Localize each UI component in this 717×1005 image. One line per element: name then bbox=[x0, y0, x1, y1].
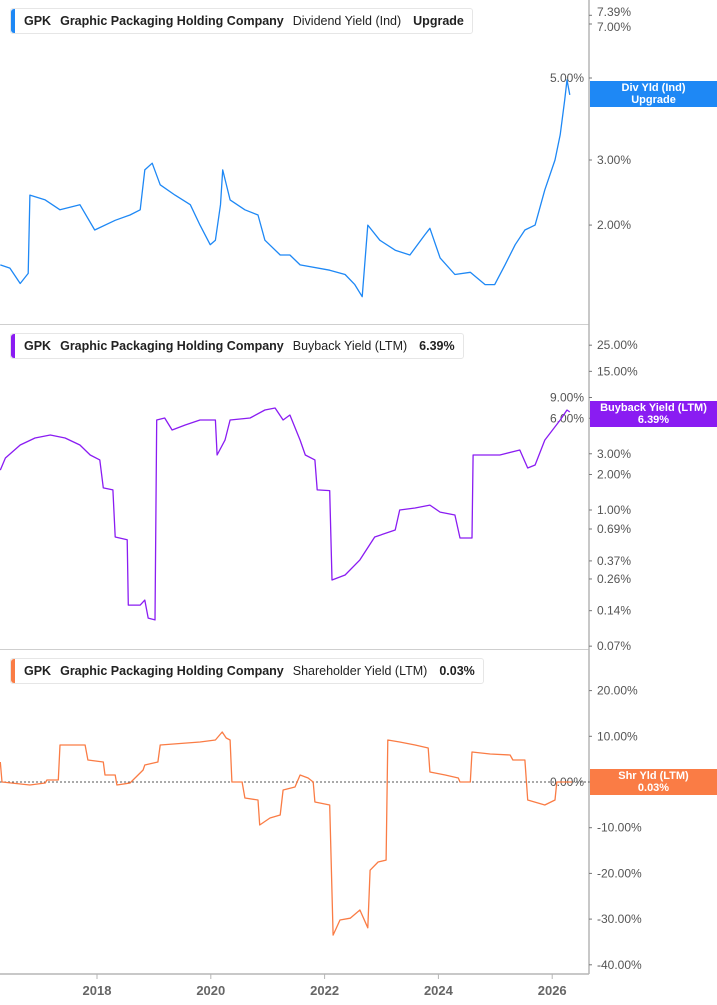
legend-metric: Dividend Yield (Ind) bbox=[292, 14, 402, 28]
y-tick-label: 0.37% bbox=[597, 554, 631, 568]
y-tick-label: 10.00% bbox=[597, 729, 638, 743]
legend-value: 6.39% bbox=[419, 339, 455, 353]
x-tick-label: 2026 bbox=[538, 983, 567, 998]
x-tick-label: 2018 bbox=[83, 983, 112, 998]
series-line-2 bbox=[0, 407, 571, 621]
legend-value: 0.03% bbox=[439, 664, 475, 678]
legend-metric: Buyback Yield (LTM) bbox=[292, 339, 408, 353]
y-tick-label: 0.07% bbox=[597, 639, 631, 653]
y-tick-label: -40.00% bbox=[597, 958, 642, 972]
y-tick-label: 2.00% bbox=[597, 218, 631, 232]
y-tick-label: 5.00% bbox=[550, 71, 584, 85]
series-line-3 bbox=[0, 731, 573, 936]
y-tick-label: 9.00% bbox=[550, 391, 584, 405]
series-color-swatch bbox=[11, 334, 15, 358]
y-tick-label: 7.39% bbox=[597, 5, 631, 19]
x-tick-label: 2022 bbox=[310, 983, 339, 998]
y-tick-label: 2.00% bbox=[597, 468, 631, 482]
last-value-tag-buyback: Buyback Yield (LTM) 6.39% bbox=[590, 401, 717, 427]
x-tick-label: 2020 bbox=[196, 983, 225, 998]
legend-company: Graphic Packaging Holding Company bbox=[60, 339, 284, 353]
legend-company: Graphic Packaging Holding Company bbox=[60, 664, 284, 678]
series-color-swatch bbox=[11, 659, 15, 683]
legend-ticker: GPK bbox=[24, 339, 52, 353]
tag-label: Buyback Yield (LTM) bbox=[600, 402, 707, 414]
legend-company: Graphic Packaging Holding Company bbox=[60, 14, 284, 28]
tag-value: 0.03% bbox=[637, 782, 670, 794]
legend-shareholder-yield[interactable]: GPK Graphic Packaging Holding Company Sh… bbox=[10, 658, 484, 684]
tag-label: Shr Yld (LTM) bbox=[618, 770, 689, 782]
series-line-1 bbox=[0, 79, 571, 298]
legend-ticker: GPK bbox=[24, 14, 52, 28]
y-tick-label: 1.00% bbox=[597, 503, 631, 517]
y-tick-label: 15.00% bbox=[597, 364, 638, 378]
y-tick-label: 0.26% bbox=[597, 572, 631, 586]
y-tick-label: -10.00% bbox=[597, 821, 642, 835]
tag-label: Div Yld (Ind) bbox=[621, 82, 686, 94]
y-tick-label: 0.69% bbox=[597, 522, 631, 536]
y-tick-label: 20.00% bbox=[597, 684, 638, 698]
y-tick-label: 0.14% bbox=[597, 604, 631, 618]
series-color-swatch bbox=[11, 9, 15, 33]
legend-ticker: GPK bbox=[24, 664, 52, 678]
y-tick-label: 3.00% bbox=[597, 153, 631, 167]
y-tick-label: 25.00% bbox=[597, 338, 638, 352]
tag-value: Upgrade bbox=[631, 94, 676, 106]
y-tick-label: 3.00% bbox=[597, 447, 631, 461]
legend-metric: Shareholder Yield (LTM) bbox=[292, 664, 428, 678]
last-value-tag-shareholder: Shr Yld (LTM) 0.03% bbox=[590, 769, 717, 795]
y-tick-label: 7.00% bbox=[597, 20, 631, 34]
y-tick-label: -30.00% bbox=[597, 912, 642, 926]
legend-dividend-yield[interactable]: GPK Graphic Packaging Holding Company Di… bbox=[10, 8, 473, 34]
tag-value: 6.39% bbox=[637, 414, 670, 426]
x-tick-label: 2024 bbox=[424, 983, 454, 998]
y-tick-label: -20.00% bbox=[597, 866, 642, 880]
last-value-tag-dividend: Div Yld (Ind) Upgrade bbox=[590, 81, 717, 107]
y-tick-label: 6.00% bbox=[550, 411, 584, 425]
legend-value[interactable]: Upgrade bbox=[413, 14, 464, 28]
legend-buyback-yield[interactable]: GPK Graphic Packaging Holding Company Bu… bbox=[10, 333, 464, 359]
